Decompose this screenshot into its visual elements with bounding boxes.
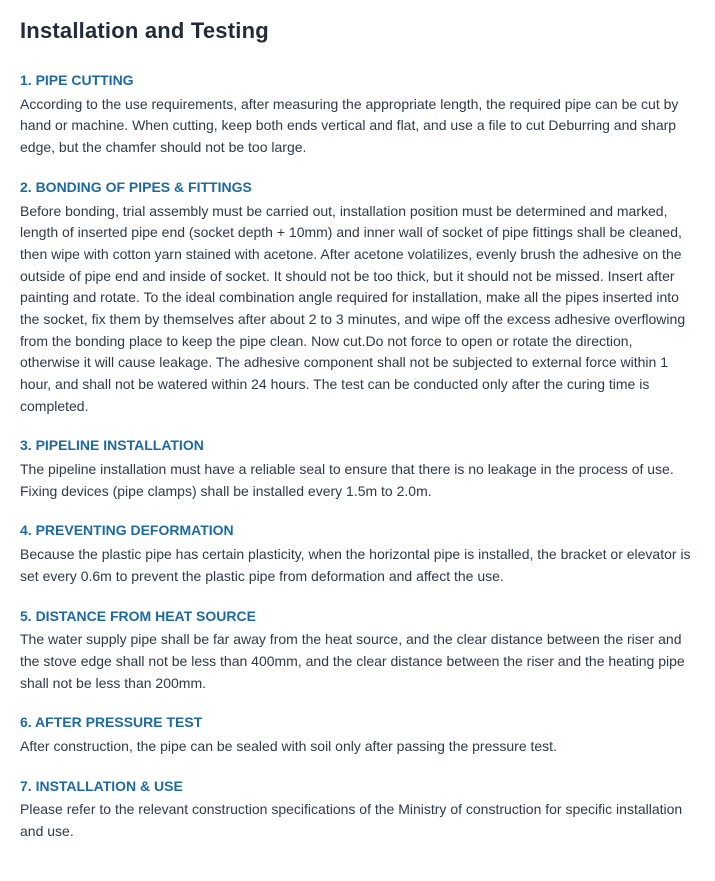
section: 3. PIPELINE INSTALLATION The pipeline in…: [20, 435, 695, 502]
section-body: Please refer to the relevant constructio…: [20, 799, 695, 842]
section-body: The pipeline installation must have a re…: [20, 459, 695, 502]
section-body: Before bonding, trial assembly must be c…: [20, 201, 695, 418]
section-body: After construction, the pipe can be seal…: [20, 736, 695, 758]
section: 2. BONDING OF PIPES & FITTINGS Before bo…: [20, 177, 695, 418]
section: 4. PREVENTING DEFORMATION Because the pl…: [20, 520, 695, 587]
section: 1. PIPE CUTTING According to the use req…: [20, 70, 695, 159]
section-heading: 6. AFTER PRESSURE TEST: [20, 712, 695, 734]
section-heading: 2. BONDING OF PIPES & FITTINGS: [20, 177, 695, 199]
section-heading: 7. INSTALLATION & USE: [20, 776, 695, 798]
section: 7. INSTALLATION & USE Please refer to th…: [20, 776, 695, 843]
section: 5. DISTANCE FROM HEAT SOURCE The water s…: [20, 606, 695, 695]
section-body: Because the plastic pipe has certain pla…: [20, 544, 695, 587]
section-heading: 3. PIPELINE INSTALLATION: [20, 435, 695, 457]
section-heading: 1. PIPE CUTTING: [20, 70, 695, 92]
sections-container: 1. PIPE CUTTING According to the use req…: [20, 70, 695, 843]
section-body: The water supply pipe shall be far away …: [20, 629, 695, 694]
section-body: According to the use requirements, after…: [20, 94, 695, 159]
section: 6. AFTER PRESSURE TEST After constructio…: [20, 712, 695, 757]
section-heading: 4. PREVENTING DEFORMATION: [20, 520, 695, 542]
section-heading: 5. DISTANCE FROM HEAT SOURCE: [20, 606, 695, 628]
page-title: Installation and Testing: [20, 14, 695, 48]
